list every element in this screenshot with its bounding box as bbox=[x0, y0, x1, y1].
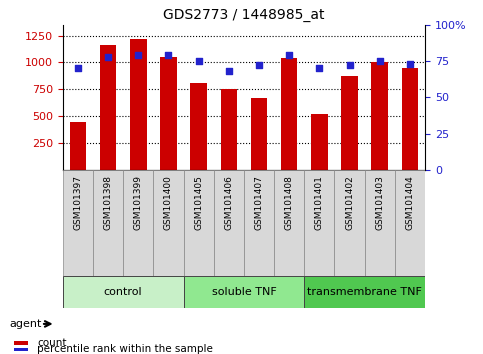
Point bbox=[165, 52, 172, 58]
Text: percentile rank within the sample: percentile rank within the sample bbox=[38, 344, 213, 354]
Bar bbox=[130, 39, 146, 170]
Point bbox=[376, 58, 384, 64]
Point bbox=[255, 63, 263, 68]
Bar bbox=[395, 170, 425, 276]
Bar bbox=[100, 45, 116, 170]
Bar bbox=[365, 170, 395, 276]
Point bbox=[74, 65, 82, 71]
Point bbox=[315, 65, 323, 71]
Bar bbox=[251, 98, 267, 170]
Bar bbox=[123, 170, 154, 276]
Bar bbox=[311, 114, 327, 170]
Text: soluble TNF: soluble TNF bbox=[212, 287, 276, 297]
Bar bbox=[160, 57, 177, 170]
Bar bbox=[184, 170, 213, 276]
Bar bbox=[402, 68, 418, 170]
Bar bbox=[63, 276, 184, 308]
Bar bbox=[221, 89, 237, 170]
Text: GSM101406: GSM101406 bbox=[224, 175, 233, 230]
Bar bbox=[14, 341, 28, 344]
Text: GSM101397: GSM101397 bbox=[73, 175, 83, 230]
Text: GSM101407: GSM101407 bbox=[255, 175, 264, 230]
Text: GSM101401: GSM101401 bbox=[315, 175, 324, 230]
Point bbox=[346, 63, 354, 68]
Bar bbox=[63, 170, 93, 276]
Bar bbox=[304, 170, 334, 276]
Bar bbox=[154, 170, 184, 276]
Point bbox=[406, 61, 414, 67]
Bar bbox=[14, 348, 28, 351]
Point bbox=[195, 58, 202, 64]
Text: GSM101403: GSM101403 bbox=[375, 175, 384, 230]
Text: GSM101400: GSM101400 bbox=[164, 175, 173, 230]
Bar bbox=[334, 170, 365, 276]
Bar bbox=[190, 83, 207, 170]
Point bbox=[225, 68, 233, 74]
Bar bbox=[371, 62, 388, 170]
Text: control: control bbox=[104, 287, 142, 297]
Text: GSM101408: GSM101408 bbox=[284, 175, 294, 230]
Bar bbox=[213, 170, 244, 276]
Text: GSM101404: GSM101404 bbox=[405, 175, 414, 230]
Bar bbox=[304, 276, 425, 308]
Bar bbox=[281, 58, 298, 170]
Text: GSM101402: GSM101402 bbox=[345, 175, 354, 230]
Text: GSM101398: GSM101398 bbox=[103, 175, 113, 230]
Bar bbox=[341, 76, 358, 170]
Bar bbox=[274, 170, 304, 276]
Text: agent: agent bbox=[10, 319, 42, 329]
Bar bbox=[244, 170, 274, 276]
Title: GDS2773 / 1448985_at: GDS2773 / 1448985_at bbox=[163, 8, 325, 22]
Point bbox=[134, 52, 142, 58]
Bar bbox=[70, 121, 86, 170]
Text: transmembrane TNF: transmembrane TNF bbox=[307, 287, 422, 297]
Bar bbox=[93, 170, 123, 276]
Point bbox=[104, 54, 112, 59]
Bar bbox=[184, 276, 304, 308]
Text: count: count bbox=[38, 338, 67, 348]
Text: GSM101399: GSM101399 bbox=[134, 175, 143, 230]
Text: GSM101405: GSM101405 bbox=[194, 175, 203, 230]
Point bbox=[285, 52, 293, 58]
